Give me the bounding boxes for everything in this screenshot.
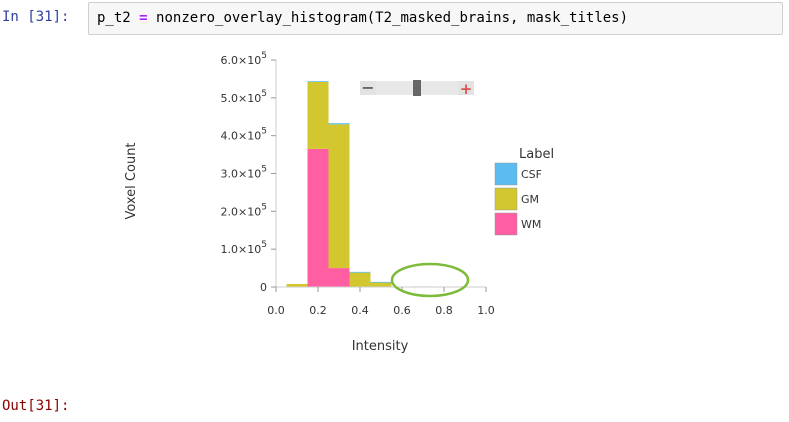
code-cell[interactable]: p_t2 = nonzero_overlay_histogram(T2_mask… bbox=[88, 2, 783, 35]
legend-swatch-csf bbox=[494, 162, 518, 186]
x-tick-label: 1.0 bbox=[477, 304, 495, 317]
bars-layer bbox=[286, 81, 455, 288]
legend-label-csf: CSF bbox=[521, 168, 542, 181]
legend-title: Label bbox=[519, 147, 554, 162]
bar-wm bbox=[328, 268, 350, 287]
x-tick-labels: 0.0 0.2 0.4 0.6 0.8 1.0 bbox=[267, 304, 495, 317]
legend-label-wm: WM bbox=[521, 218, 541, 231]
x-tick-label: 0.2 bbox=[309, 304, 327, 317]
x-tick-label: 0.0 bbox=[267, 304, 285, 317]
x-tick-label: 0.8 bbox=[435, 304, 453, 317]
bar-gm bbox=[307, 81, 329, 149]
zoom-plus-button[interactable] bbox=[458, 81, 474, 95]
legend-label-gm: GM bbox=[521, 193, 539, 206]
bar-csf bbox=[328, 123, 350, 125]
x-axis-title: Intensity bbox=[352, 339, 409, 354]
y-tick-label: 1.0×105 bbox=[221, 240, 267, 256]
y-tick-label: 5.0×105 bbox=[221, 89, 267, 105]
zoom-track[interactable] bbox=[360, 81, 460, 95]
histogram-chart: 0 1.0×105 2.0×105 3.0×105 4.0×105 5.0×105 6.0×… bbox=[124, 51, 554, 354]
highlight-ellipse bbox=[390, 262, 470, 298]
code-expression: nonzero_overlay_histogram(T2_masked_brai… bbox=[156, 10, 629, 26]
output-prompt: Out[31]: bbox=[2, 398, 70, 414]
y-tick-label: 3.0×105 bbox=[221, 165, 267, 181]
code-variable: p_t2 bbox=[97, 10, 131, 26]
y-tick-label: 4.0×105 bbox=[221, 127, 267, 143]
bar-wm bbox=[307, 148, 329, 287]
code-text[interactable]: p_t2 = nonzero_overlay_histogram(T2_mask… bbox=[97, 10, 628, 26]
input-prompt: In [31]: bbox=[2, 9, 70, 25]
zoom-control[interactable]: − + bbox=[360, 78, 474, 98]
bar-csf bbox=[307, 81, 329, 82]
bar-gm bbox=[349, 272, 371, 287]
y-tick-label: 2.0×105 bbox=[221, 202, 267, 218]
bar-csf bbox=[370, 281, 392, 283]
y-tick-labels: 0 1.0×105 2.0×105 3.0×105 4.0×105 5.0×105 6.0×… bbox=[221, 51, 267, 294]
x-tick-label: 0.6 bbox=[393, 304, 411, 317]
y-axis-title: Voxel Count bbox=[124, 142, 139, 219]
y-tick-label: 6.0×105 bbox=[221, 51, 267, 67]
zoom-minus-button[interactable] bbox=[360, 81, 376, 95]
x-tick-label: 0.4 bbox=[351, 304, 369, 317]
code-operator: = bbox=[139, 10, 148, 26]
legend-items: CSF GM WM bbox=[494, 162, 542, 236]
zoom-slider-handle[interactable] bbox=[413, 80, 421, 96]
bar-csf bbox=[349, 271, 371, 273]
zoom-plus-icon[interactable]: + bbox=[460, 80, 473, 98]
legend-swatch-gm bbox=[494, 187, 518, 211]
y-tick-label: 0 bbox=[260, 281, 267, 294]
bar-gm bbox=[286, 283, 308, 287]
zoom-minus-icon[interactable]: − bbox=[361, 78, 374, 97]
bar-gm bbox=[370, 282, 392, 287]
legend: Label CSF GM WM bbox=[494, 147, 554, 236]
legend-swatch-wm bbox=[494, 212, 518, 236]
bar-gm bbox=[328, 124, 350, 269]
